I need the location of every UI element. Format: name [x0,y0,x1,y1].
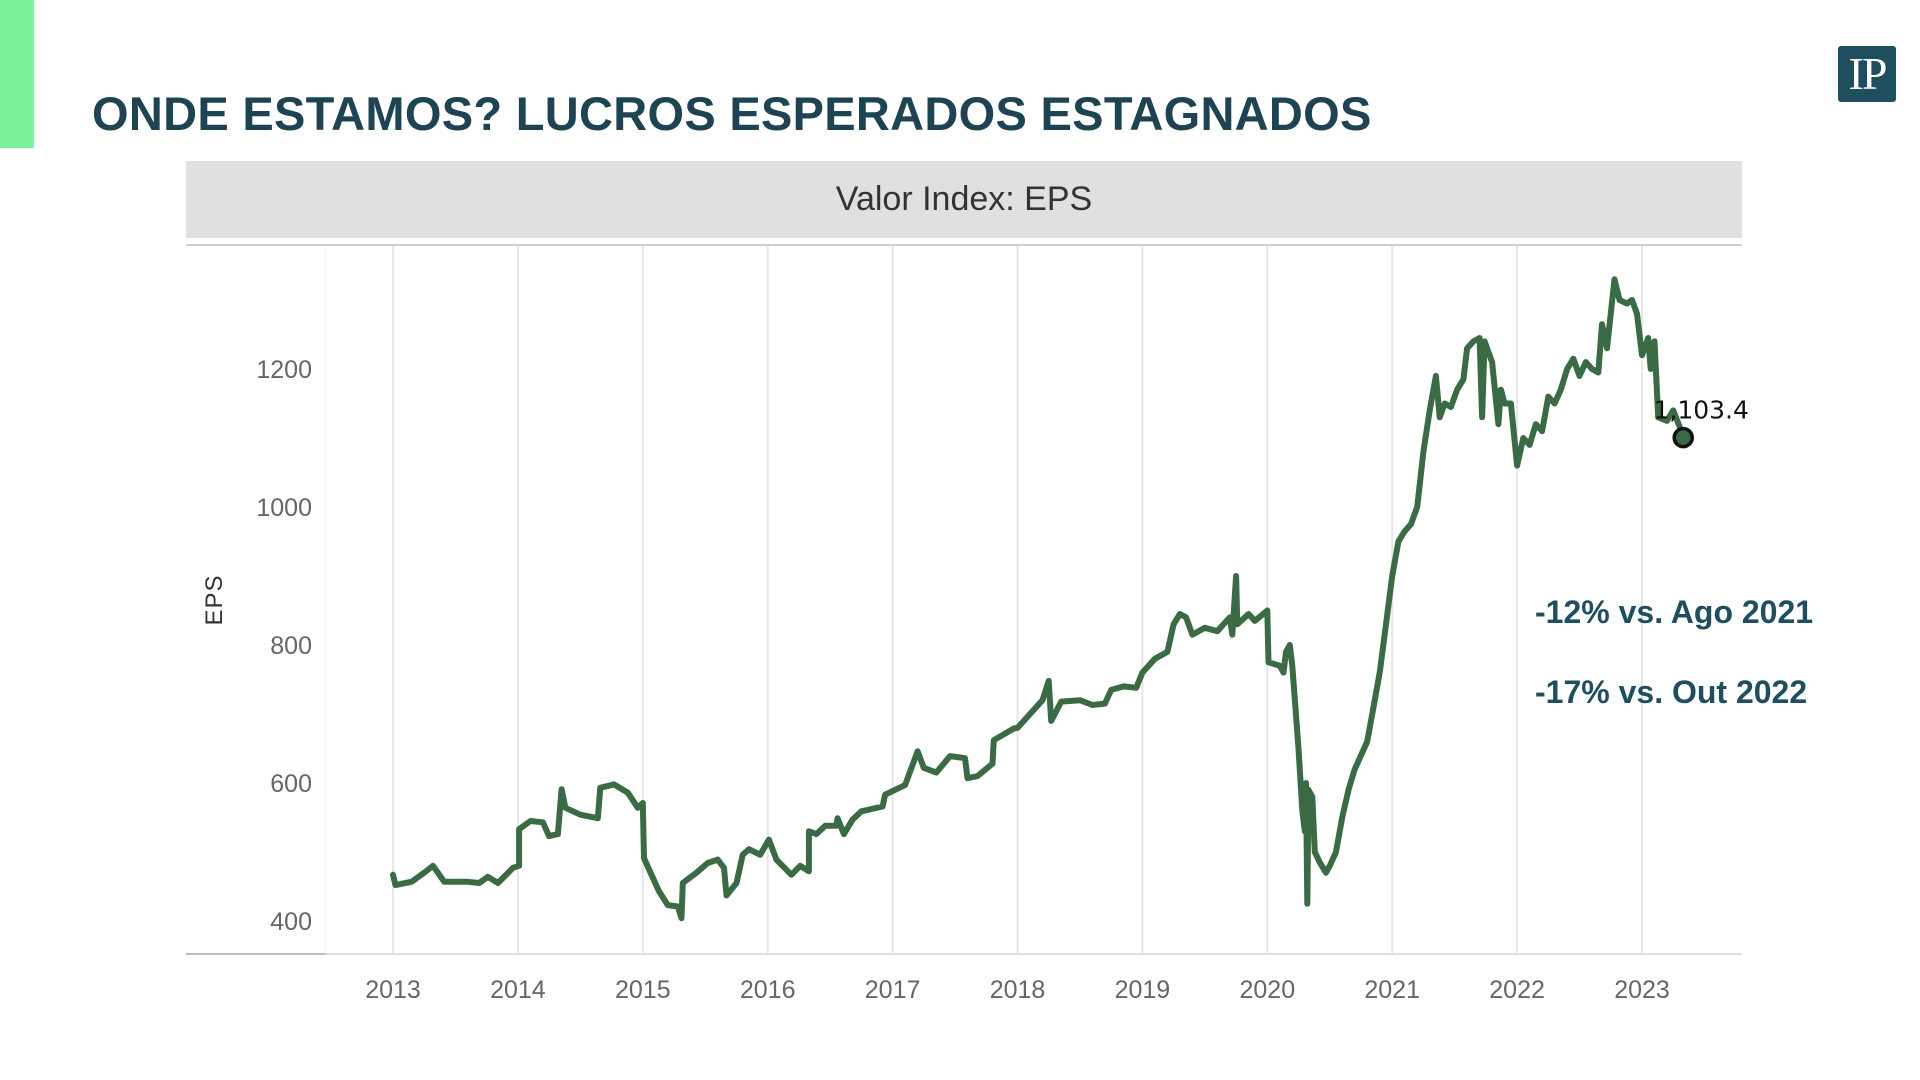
y-tick-label: 600 [270,770,312,798]
x-tick-label: 2019 [1115,976,1171,1004]
last-value-label: 1,103.4 [1653,396,1748,425]
gridlines [392,246,1643,954]
chart-header: Valor Index: EPS [186,161,1742,238]
accent-bar [0,0,34,148]
x-tick-label: 2018 [990,976,1046,1004]
annotation-vs-aug-2021: -12% vs. Ago 2021 [1535,594,1814,630]
last-value-marker [1672,426,1694,449]
axes [186,244,1742,955]
eps-series-line [390,276,1687,922]
annotation-vs-oct-2022: -17% vs. Out 2022 [1535,674,1808,710]
x-tick-label: 2022 [1489,976,1545,1004]
logo-text: IP [1848,48,1888,99]
x-tick-label: 2020 [1239,976,1295,1004]
x-tick-label: 2013 [365,976,421,1004]
x-tick-label: 2021 [1364,976,1420,1004]
x-tick-label: 2015 [615,976,671,1004]
chart-title: Valor Index: EPS [835,180,1093,218]
y-tick-label: 1200 [256,356,312,384]
x-tick-label: 2023 [1614,976,1670,1004]
plot-area: 1,103.4 [390,276,1749,922]
tick-labels: 2013 2014 2015 2016 2017 2018 2019 2020 2021 2022… [256,356,1669,1004]
x-tick-label: 2017 [865,976,921,1004]
y-axis-label: EPS [201,574,228,625]
ip-logo: IP [1838,46,1896,102]
y-tick-label: 400 [270,908,312,936]
y-tick-label: 800 [270,632,312,660]
x-tick-label: 2016 [740,976,796,1004]
x-tick-label: 2014 [490,976,546,1004]
y-tick-label: 1000 [256,494,312,522]
slide-title: ONDE ESTAMOS? LUCROS ESPERADOS ESTAGNADO… [92,87,1372,140]
